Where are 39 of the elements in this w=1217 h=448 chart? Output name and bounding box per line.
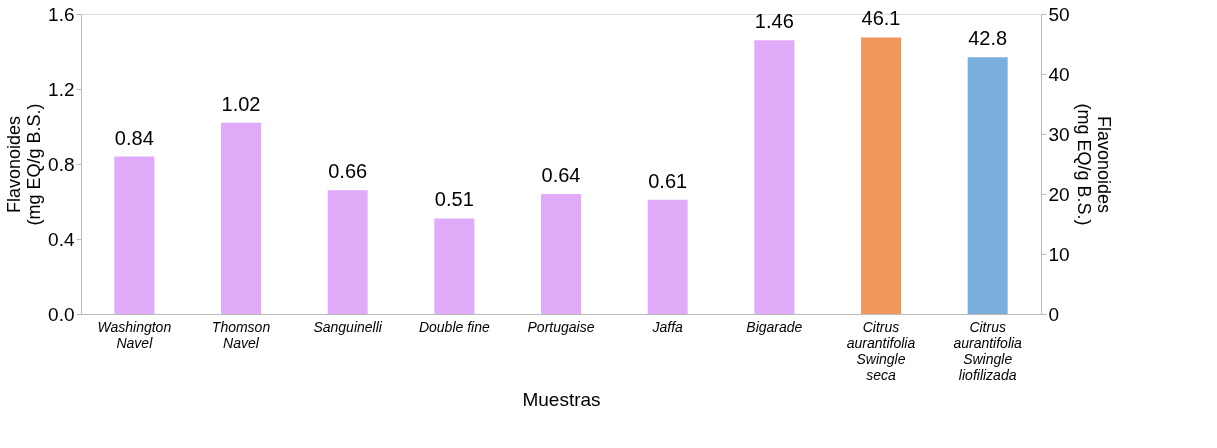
x-axis-title: Muestras	[522, 388, 601, 410]
x-tick-label: Thomson Navel	[211, 318, 271, 351]
y2-tick-label: 0	[1048, 303, 1060, 325]
data-label: 1.02	[221, 92, 261, 115]
bar	[541, 194, 581, 314]
bar	[114, 156, 155, 314]
y-axis-title: Flavonoides (mg EQ/g B.S.)	[4, 103, 45, 226]
x-tick-label: Citrus aurantifolia Swingle seca	[846, 318, 916, 383]
y2-tick-label: 40	[1048, 63, 1070, 85]
data-label: 0.84	[114, 126, 154, 149]
y2-tick-label: 20	[1048, 183, 1070, 205]
x-tick-label: Portugaise	[527, 318, 595, 335]
x-tick-label: Bigarade	[746, 318, 803, 335]
data-label: 46.1	[861, 7, 901, 30]
y2-tick-label: 50	[1048, 3, 1070, 25]
y-tick-label: 0.0	[48, 303, 75, 325]
y-tick-label: 0.4	[48, 228, 75, 250]
x-tick-label: Citrus aurantifolia Swingle liofilizada	[953, 318, 1023, 383]
bar	[647, 199, 688, 314]
y2-tick-label: 10	[1048, 243, 1070, 265]
y2-axis-title: Flavonoides (mg EQ/g B.S.)	[1073, 103, 1114, 226]
bar	[221, 122, 261, 314]
data-label: 42.8	[968, 27, 1008, 50]
data-label: 0.61	[648, 169, 688, 192]
x-tick-label: Double fine	[418, 318, 490, 335]
data-label: 1.46	[754, 10, 794, 33]
x-tick-label: Jaffa	[651, 318, 684, 335]
bar	[434, 218, 475, 314]
y-tick-label: 0.8	[48, 153, 75, 175]
data-label: 0.64	[541, 164, 581, 186]
bar	[754, 40, 795, 314]
data-label: 0.51	[434, 188, 474, 211]
x-tick-label: Sanguinelli	[313, 318, 383, 335]
y2-tick-label: 30	[1048, 123, 1070, 145]
data-label: 0.66	[328, 160, 368, 183]
y-tick-label: 1.2	[48, 78, 75, 100]
x-tick-label: Washington Navel	[97, 318, 172, 351]
bar	[327, 190, 368, 314]
y-tick-label: 1.6	[48, 3, 75, 25]
